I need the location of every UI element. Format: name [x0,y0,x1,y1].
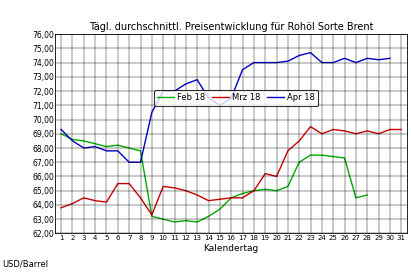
Feb 18 [353,196,358,200]
Apr 18 [138,161,143,164]
Mrz 18 [161,185,166,188]
Feb 18 [172,220,177,224]
Apr 18 [229,97,233,100]
Mrz 18 [388,128,393,131]
Feb 18 [115,144,120,147]
Apr 18 [285,60,290,63]
Line: Mrz 18: Mrz 18 [61,127,401,215]
Apr 18 [331,61,336,64]
Apr 18 [217,104,222,107]
Feb 18 [263,188,268,191]
Feb 18 [206,215,211,218]
Mrz 18 [217,198,222,201]
Feb 18 [365,193,369,197]
Mrz 18 [308,125,313,128]
Mrz 18 [93,199,98,202]
Feb 18 [252,189,256,192]
Feb 18 [240,192,245,195]
Mrz 18 [297,139,302,143]
Feb 18 [183,219,188,222]
Mrz 18 [127,182,132,185]
Apr 18 [365,57,369,60]
Feb 18 [93,142,98,145]
Mrz 18 [376,132,381,135]
Apr 18 [81,146,86,150]
Mrz 18 [206,199,211,202]
Title: Tägl. durchschnittl. Preisentwicklung für Rohöl Sorte Brent: Tägl. durchschnittl. Preisentwicklung fü… [89,22,374,32]
Feb 18 [161,218,166,221]
Mrz 18 [399,128,404,131]
Mrz 18 [104,200,109,204]
Feb 18 [59,132,64,135]
Line: Feb 18: Feb 18 [61,134,367,222]
Feb 18 [229,196,233,200]
Apr 18 [376,58,381,61]
Apr 18 [308,51,313,54]
Feb 18 [285,185,290,188]
Feb 18 [217,207,222,211]
Mrz 18 [81,196,86,200]
Mrz 18 [252,189,256,192]
Apr 18 [161,90,166,93]
Mrz 18 [229,196,233,200]
Mrz 18 [115,182,120,185]
Mrz 18 [149,213,154,216]
Mrz 18 [138,196,143,200]
Feb 18 [104,145,109,148]
Mrz 18 [365,129,369,133]
Line: Apr 18: Apr 18 [61,53,390,162]
Apr 18 [240,68,245,71]
Feb 18 [308,153,313,157]
Feb 18 [319,153,324,157]
Mrz 18 [274,175,279,178]
Apr 18 [342,57,347,60]
Apr 18 [172,90,177,93]
Mrz 18 [70,202,75,205]
X-axis label: Kalendertag: Kalendertag [203,244,259,253]
Mrz 18 [195,193,200,197]
Apr 18 [274,61,279,64]
Apr 18 [388,57,393,60]
Mrz 18 [319,132,324,135]
Apr 18 [195,78,200,81]
Feb 18 [70,138,75,141]
Feb 18 [297,161,302,164]
Feb 18 [81,139,86,143]
Mrz 18 [353,132,358,135]
Mrz 18 [59,206,64,209]
Feb 18 [274,189,279,192]
Apr 18 [93,145,98,148]
Feb 18 [138,149,143,153]
Apr 18 [59,128,64,131]
Feb 18 [331,155,336,158]
Apr 18 [115,149,120,153]
Feb 18 [195,220,200,224]
Feb 18 [342,156,347,160]
Apr 18 [297,54,302,57]
Mrz 18 [342,129,347,133]
Apr 18 [353,61,358,64]
Mrz 18 [285,149,290,153]
Apr 18 [319,61,324,64]
Mrz 18 [172,186,177,189]
Feb 18 [149,215,154,218]
Legend: Feb 18, Mrz 18, Apr 18: Feb 18, Mrz 18, Apr 18 [154,90,319,106]
Apr 18 [183,82,188,85]
Apr 18 [127,161,132,164]
Apr 18 [263,61,268,64]
Apr 18 [70,139,75,143]
Text: USD/Barrel: USD/Barrel [2,260,48,269]
Apr 18 [252,61,256,64]
Mrz 18 [331,128,336,131]
Apr 18 [149,111,154,114]
Mrz 18 [240,196,245,200]
Mrz 18 [263,172,268,175]
Feb 18 [127,146,132,150]
Apr 18 [104,149,109,153]
Apr 18 [206,97,211,100]
Mrz 18 [183,189,188,192]
